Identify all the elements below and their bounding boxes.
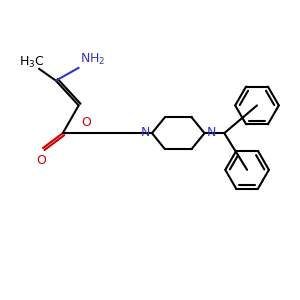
Text: O: O [36, 154, 46, 167]
Text: O: O [82, 116, 92, 129]
Text: $\mathsf{H_3C}$: $\mathsf{H_3C}$ [19, 55, 45, 70]
Text: N: N [141, 126, 150, 139]
Text: $\mathsf{NH_2}$: $\mathsf{NH_2}$ [80, 52, 105, 67]
Text: N: N [206, 126, 216, 139]
